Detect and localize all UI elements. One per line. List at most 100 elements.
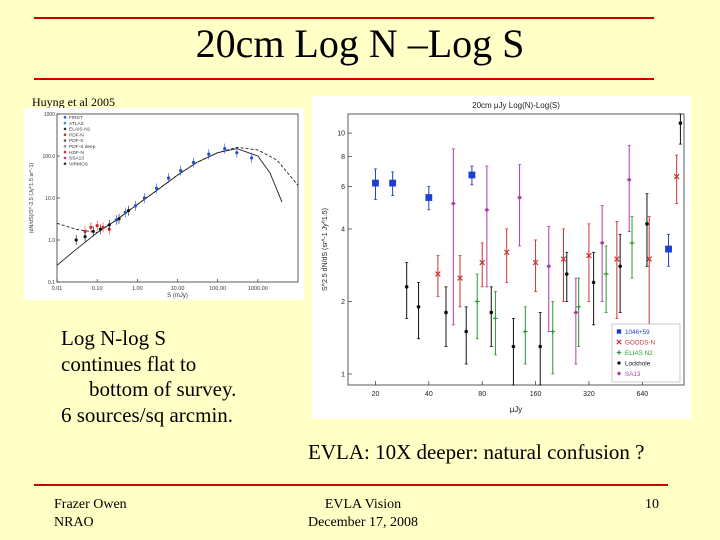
data-point (235, 151, 239, 155)
data-point (107, 223, 111, 227)
right-chart-title: 20cm μJy Log(N)-Log(S) (472, 101, 560, 110)
data-point-plus (576, 304, 582, 310)
data-point-dot (618, 264, 622, 269)
footer-event: EVLA Vision December 17, 2008 (263, 496, 463, 532)
body-line: continues flat to (61, 351, 197, 376)
data-point-dot (678, 121, 683, 125)
footer-author-org: NRAO (54, 515, 94, 530)
data-point-diamond (517, 195, 522, 200)
legend-marker (63, 139, 67, 142)
data-point-diamond (626, 177, 632, 183)
legend-label: PDF-N (69, 132, 84, 138)
data-point (95, 224, 99, 228)
right-x-tick-label: 320 (583, 391, 595, 398)
legend-label: FIRST (69, 115, 83, 121)
footer-author: Frazer Owen NRAO (54, 496, 127, 532)
legend-label: Lockhole (625, 361, 651, 368)
legend-label: PDF-S deep (69, 144, 96, 150)
data-point-cross (503, 249, 510, 256)
left-x-tick-label: 0.01 (52, 286, 63, 292)
data-point-cross (532, 259, 539, 266)
data-point (83, 229, 87, 234)
right-plot-frame (347, 113, 685, 386)
data-point (250, 156, 254, 160)
left-y-tick-label: 1000 (44, 112, 55, 118)
right-y-tick-label: 6 (341, 184, 345, 191)
data-point (74, 238, 78, 242)
right-y-tick-label: 4 (341, 226, 345, 233)
footer-event-date: December 17, 2008 (307, 515, 419, 530)
right-y-tick-label: 1 (341, 371, 345, 378)
data-point-plus (550, 329, 556, 334)
legend-label: 1046+59 (625, 329, 650, 336)
data-point-square (389, 179, 397, 187)
data-point-plus (522, 329, 528, 334)
left-y-tick-label: 1.0 (48, 238, 55, 244)
citation-label: Huyng et al 2005 (32, 95, 115, 109)
footer-event-name: EVLA Vision (324, 497, 402, 512)
data-point-plus (616, 350, 622, 355)
left-x-tick-label: 1.00 (132, 286, 143, 292)
page-number: 10 (645, 497, 659, 512)
data-point (91, 229, 95, 234)
data-point-square (468, 171, 476, 179)
data-point-square (616, 329, 622, 334)
data-point (123, 210, 127, 215)
footer-author-name: Frazer Owen (54, 497, 127, 512)
data-point-cross (646, 256, 653, 262)
data-point (223, 147, 227, 151)
evla-logn-logs-chart: 20cm μJy Log(N)-Log(S) 20 40 80 160 320 640 1 2 4… (312, 96, 691, 419)
data-point (179, 168, 183, 173)
left-y-tick-label: 0.1 (48, 280, 55, 286)
data-point-dot (404, 285, 409, 289)
data-point-dot (464, 329, 469, 334)
right-chart-svg: 20cm μJy Log(N)-Log(S) 20 40 80 160 320 640 1 2 4… (322, 101, 685, 414)
title-rule-top (34, 17, 654, 19)
data-point-dot (538, 344, 543, 349)
data-point (114, 218, 118, 222)
legend-marker (63, 121, 67, 125)
legend-marker (63, 150, 67, 154)
right-x-axis-label: μJy (510, 405, 523, 414)
legend-marker (63, 145, 67, 148)
left-chart-svg: 0.01 0.10 1.00 10.00 100.00 1000.00 0.1 1.0 10.0… (29, 112, 299, 299)
legend-label: PDF-S (69, 138, 83, 144)
slide-body-text: Log N-log S continues flat to bottom of … (61, 326, 236, 428)
evla-caption: EVLA: 10X deeper: natural confusion ? (308, 440, 645, 464)
right-x-tick-label: 40 (425, 391, 433, 398)
data-point-dot (511, 344, 516, 349)
data-point (166, 176, 171, 180)
data-point-diamond (546, 263, 552, 269)
right-y-tick-label: 2 (341, 299, 345, 306)
data-point-plus (629, 240, 635, 246)
data-point-cross (616, 339, 622, 345)
left-x-axis-label: S (mJy) (167, 293, 188, 299)
huynh-logn-logs-chart: 0.01 0.10 1.00 10.00 100.00 1000.00 0.1 1.0 10.0… (24, 108, 304, 300)
data-point (117, 217, 121, 221)
data-point (207, 152, 211, 156)
right-x-tick-label: 640 (636, 391, 648, 398)
data-point-diamond (484, 207, 490, 213)
legend-label: SA13 (625, 371, 641, 378)
data-point (83, 235, 87, 239)
data-point-dot (591, 280, 596, 285)
model-curve (56, 148, 283, 266)
legend-marker (63, 133, 67, 136)
data-point-diamond (616, 371, 622, 376)
left-x-tick-label: 1000.00 (248, 286, 268, 292)
left-x-tick-label: 0.10 (92, 286, 103, 292)
data-point-square (665, 245, 672, 253)
body-line: Log N-log S (61, 326, 166, 350)
data-point-dot (444, 310, 448, 315)
data-point-cross (673, 173, 680, 180)
data-point-plus (474, 299, 480, 304)
data-point (89, 225, 93, 229)
data-point-square (372, 179, 379, 187)
page-title: 20cm Log N –Log S (195, 21, 525, 66)
legend-marker (63, 162, 67, 165)
legend-marker (63, 116, 67, 119)
data-point-cross (586, 252, 592, 259)
legend-label: ELAIS-N1 (69, 127, 91, 133)
data-point-cross (457, 275, 463, 281)
data-point-diamond (450, 201, 456, 206)
